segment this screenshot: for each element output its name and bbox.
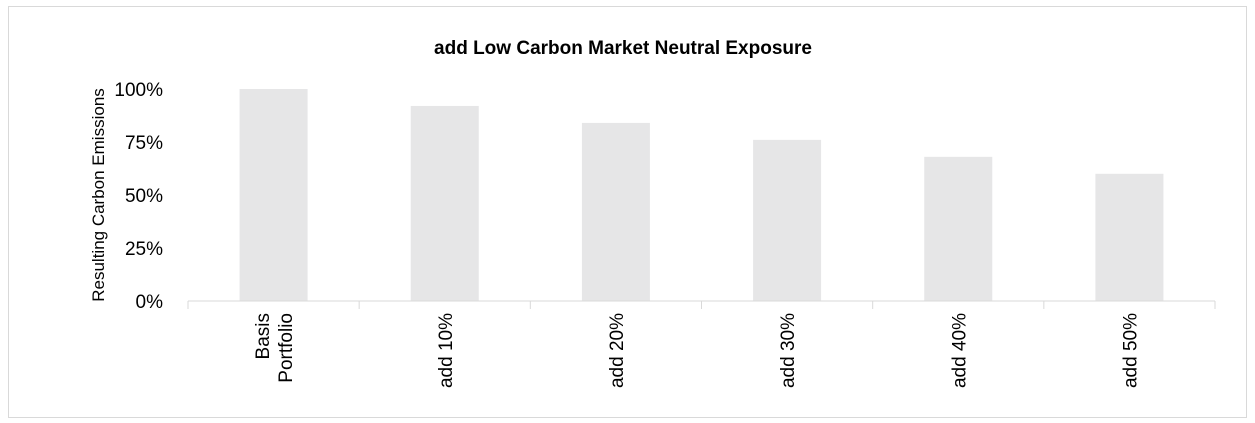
x-tick-label-0-1: Portfolio [276, 313, 297, 383]
y-tick-label-0: 0% [136, 292, 164, 313]
x-tick-label-0-0: Basis [253, 313, 274, 359]
bar-2 [581, 122, 650, 301]
plot-area: 0% 25% 50% 75% 100% Basis Portfolio add 10% add … [114, 80, 1216, 388]
y-tick-label-3: 75% [125, 133, 163, 154]
bar-5 [1095, 173, 1164, 301]
chart-title: add Low Carbon Market Neutral Exposure [434, 38, 812, 59]
y-tick-label-1: 25% [125, 239, 163, 260]
y-tick-label-4: 100% [114, 80, 163, 101]
x-tick-label-1-0: add 10% [436, 313, 457, 388]
bar-4 [924, 156, 993, 301]
x-tick-label-2-0: add 20% [607, 313, 628, 388]
x-tick-label-4-0: add 40% [949, 313, 970, 388]
y-tick-label-2: 50% [125, 186, 163, 207]
bar-3 [753, 139, 822, 301]
x-tick-label-5-0: add 50% [1120, 313, 1141, 388]
x-tick-label-3-0: add 30% [778, 313, 799, 388]
bar-0 [239, 89, 308, 301]
y-axis-label: Resulting Carbon Emissions [89, 88, 108, 302]
bar-1 [410, 105, 479, 302]
